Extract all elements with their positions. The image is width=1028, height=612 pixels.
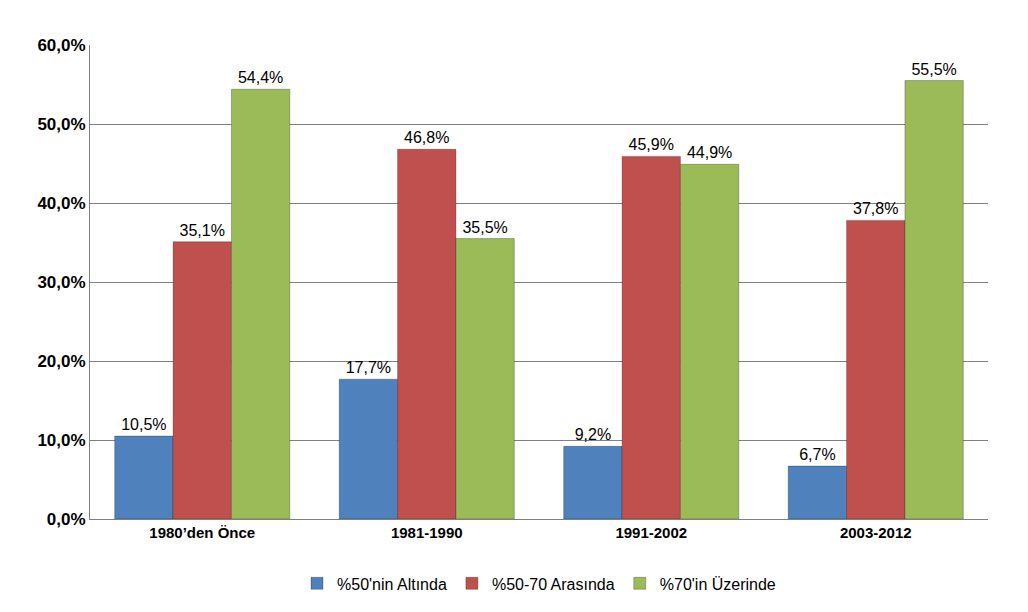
svg-text:10,5%: 10,5% — [121, 416, 166, 433]
svg-text:35,1%: 35,1% — [180, 222, 225, 239]
svg-text:46,8%: 46,8% — [404, 129, 449, 146]
svg-text:40,0%: 40,0% — [37, 194, 85, 213]
svg-text:6,7%: 6,7% — [799, 446, 835, 463]
svg-text:44,9%: 44,9% — [687, 144, 732, 161]
svg-text:0,0%: 0,0% — [47, 510, 86, 529]
svg-text:2003-2012: 2003-2012 — [840, 524, 912, 541]
svg-text:1991-2002: 1991-2002 — [615, 524, 687, 541]
svg-text:17,7%: 17,7% — [346, 359, 391, 376]
svg-text:1981-1990: 1981-1990 — [391, 524, 463, 541]
svg-text:35,5%: 35,5% — [462, 219, 507, 236]
svg-text:37,8%: 37,8% — [853, 200, 898, 217]
svg-text:50,0%: 50,0% — [37, 115, 85, 134]
svg-text:55,5%: 55,5% — [911, 61, 956, 78]
svg-text:1980’den Önce: 1980’den Önce — [149, 524, 255, 541]
svg-text:30,0%: 30,0% — [37, 273, 85, 292]
svg-text:20,0%: 20,0% — [37, 352, 85, 371]
svg-text:9,2%: 9,2% — [575, 426, 611, 443]
svg-text:54,4%: 54,4% — [238, 69, 283, 86]
svg-text:60,0%: 60,0% — [37, 36, 85, 55]
svg-text:10,0%: 10,0% — [37, 431, 85, 450]
svg-text:%50'nin Altında: %50'nin Altında — [337, 576, 447, 593]
svg-text:%70'in Üzerinde: %70'in Üzerinde — [660, 576, 776, 593]
svg-text:45,9%: 45,9% — [629, 136, 674, 153]
svg-text:%50-70 Arasında: %50-70 Arasında — [492, 576, 615, 593]
